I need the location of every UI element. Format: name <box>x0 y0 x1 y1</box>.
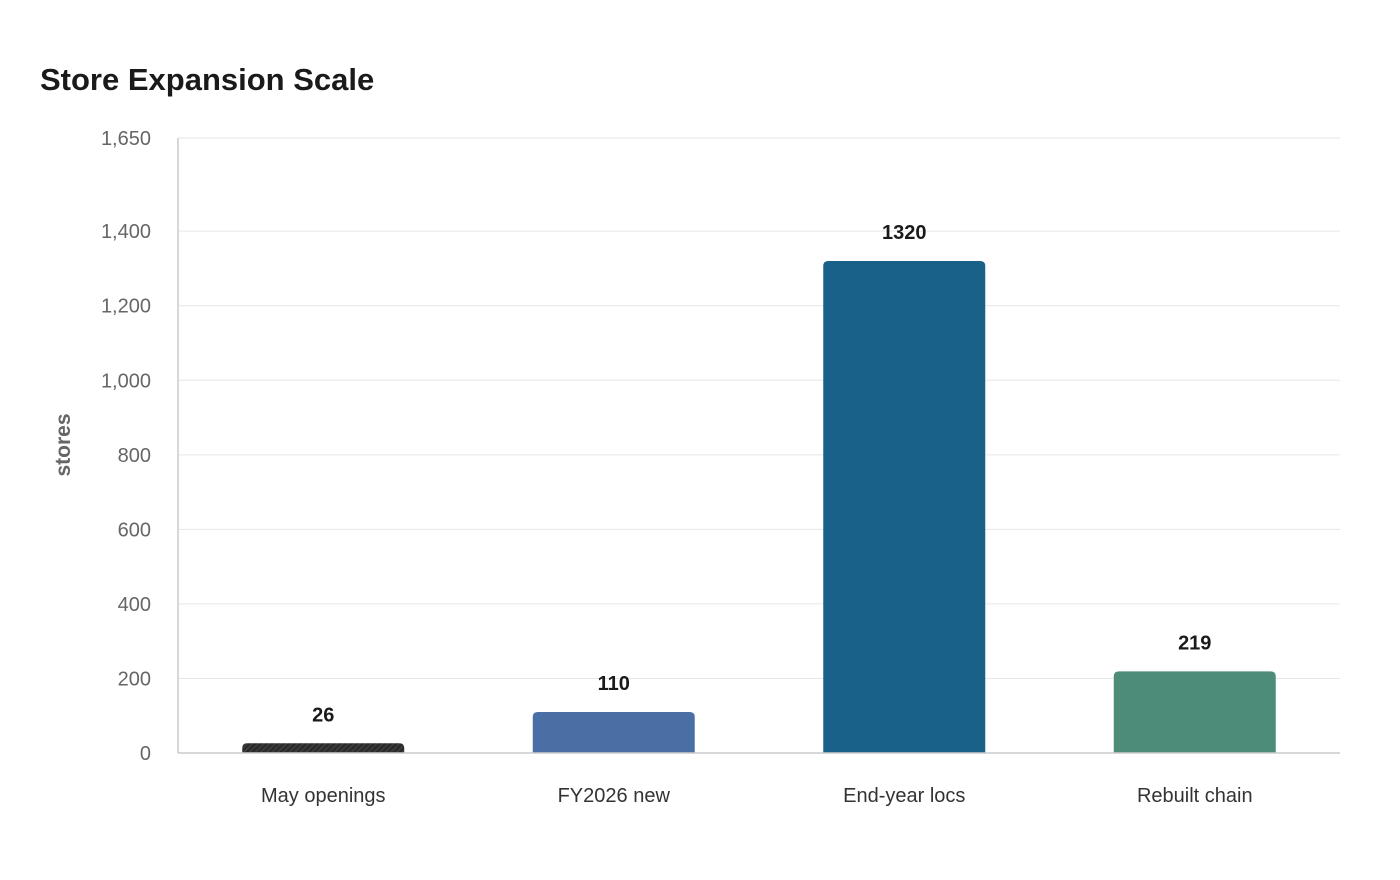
y-tick-label: 600 <box>118 519 151 541</box>
bar-value-label: 1320 <box>882 222 927 244</box>
x-tick-label: FY2026 new <box>558 785 671 807</box>
bar <box>1113 671 1276 753</box>
x-tick-label: Rebuilt chain <box>1137 785 1253 807</box>
y-tick-label: 0 <box>140 743 151 765</box>
bar-value-label: 26 <box>312 704 334 726</box>
y-tick-label: 200 <box>118 668 151 690</box>
bar-value-label: 110 <box>598 673 630 695</box>
bar-value-label: 219 <box>1178 632 1211 654</box>
bar <box>823 261 986 753</box>
y-axis-ticks: 0 200 400 600 800 1,000 1,200 1,400 1,650 <box>101 128 151 765</box>
y-tick-label: 1,650 <box>101 128 151 150</box>
gridlines <box>178 137 1340 679</box>
y-tick-label: 1,400 <box>101 221 151 243</box>
y-tick-label: 400 <box>118 594 151 616</box>
x-axis-ticks: May openings FY2026 new End-year locs Rebui… <box>261 785 1253 807</box>
bars <box>242 261 1276 753</box>
y-tick-label: 1,200 <box>101 296 151 318</box>
y-tick-label: 1,000 <box>101 370 151 392</box>
bar <box>242 743 405 753</box>
chart-title: Store Expansion Scale <box>40 62 374 97</box>
y-tick-label: 800 <box>118 445 151 467</box>
bar <box>532 712 695 753</box>
x-tick-label: May openings <box>261 785 386 807</box>
value-labels: 26 110 1320 219 <box>312 222 1211 726</box>
x-tick-label: End-year locs <box>843 785 965 807</box>
y-axis-label: stores <box>52 413 75 476</box>
